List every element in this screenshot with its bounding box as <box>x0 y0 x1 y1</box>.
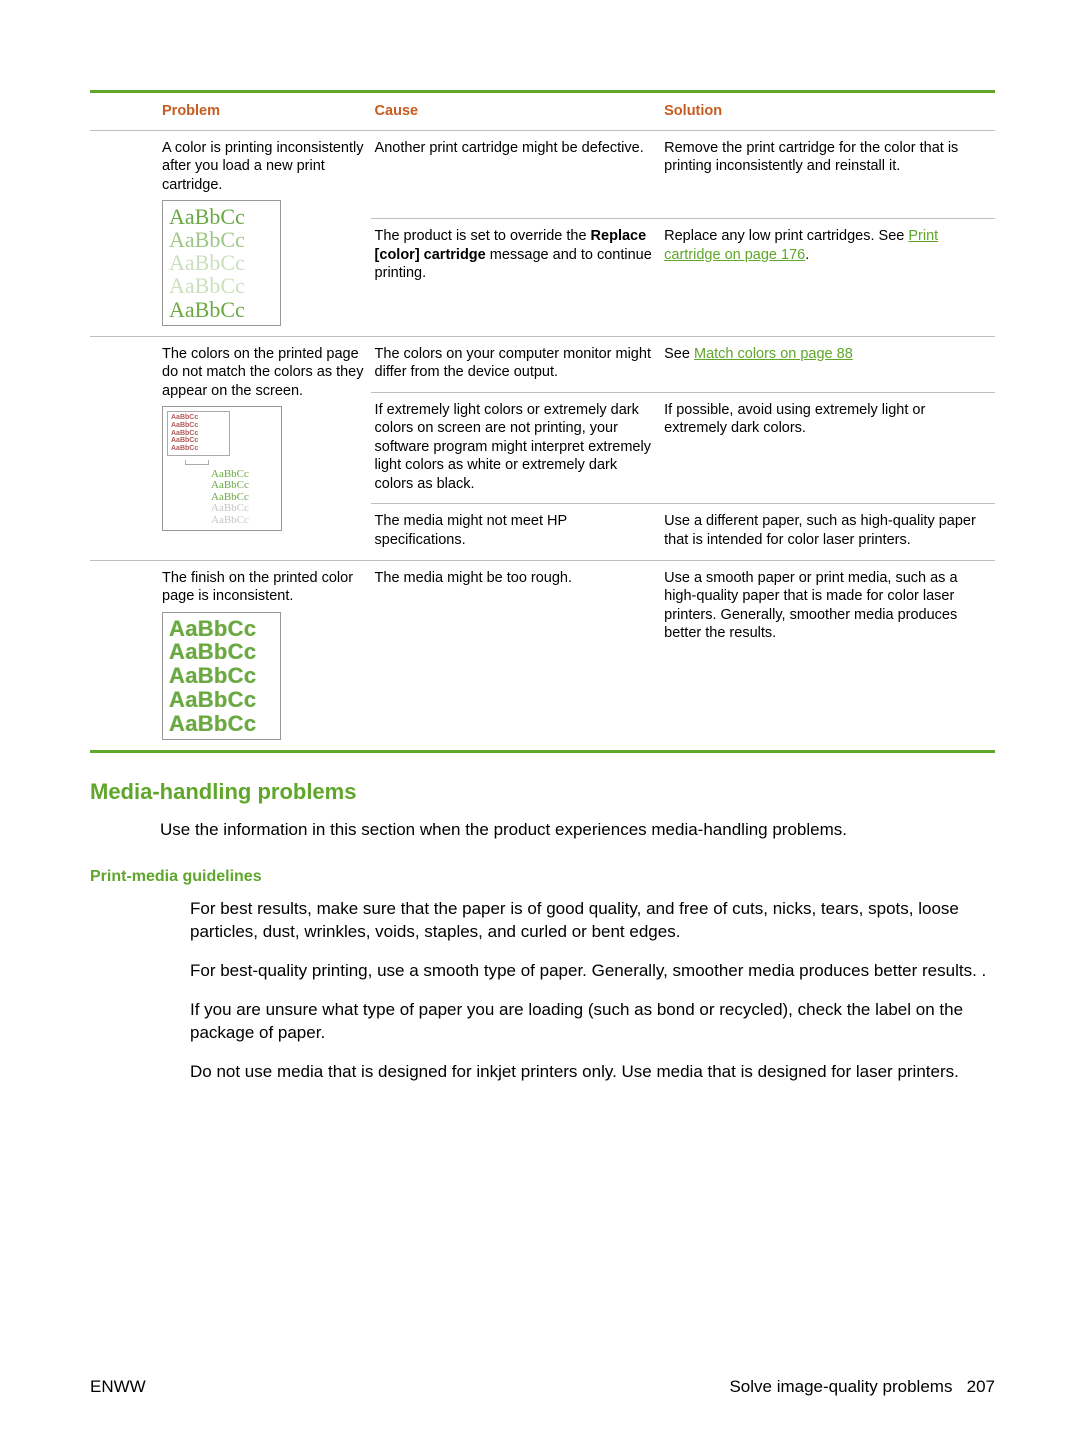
footer-left: ENWW <box>90 1377 146 1397</box>
page-number: 207 <box>967 1377 995 1396</box>
col-header-cause: Cause <box>371 92 661 131</box>
guideline-text: For best-quality printing, use a smooth … <box>190 960 995 983</box>
solution-text: If possible, avoid using extremely light… <box>660 392 995 504</box>
cause-text: The colors on your computer monitor migh… <box>371 336 661 392</box>
sample-fade-icon: AaBbCc AaBbCc AaBbCc AaBbCc AaBbCc <box>162 200 281 325</box>
solution-text: Use a smooth paper or print media, such … <box>660 560 995 752</box>
link-match-colors[interactable]: Match colors on page 88 <box>694 346 853 362</box>
table-row: A color is printing inconsistently after… <box>90 130 995 218</box>
cause-text: The product is set to override the Repla… <box>371 218 661 336</box>
cause-text: If extremely light colors or extremely d… <box>371 392 661 504</box>
guideline-text: If you are unsure what type of paper you… <box>190 999 995 1045</box>
problem-text: The finish on the printed color page is … <box>162 570 353 605</box>
subsection-heading: Print-media guidelines <box>90 868 995 886</box>
section-intro: Use the information in this section when… <box>160 819 995 842</box>
sample-rough-icon: AaBbCc AaBbCc AaBbCc AaBbCc AaBbCc <box>162 612 281 741</box>
col-header-solution: Solution <box>660 92 995 131</box>
page-footer: ENWW Solve image-quality problems 207 <box>90 1377 995 1397</box>
solution-text: Replace any low print cartridges. See Pr… <box>660 218 995 336</box>
table-header-row: Problem Cause Solution <box>90 92 995 131</box>
solution-text: See Match colors on page 88 <box>660 336 995 392</box>
cause-text: The media might not meet HP specificatio… <box>371 504 661 560</box>
problem-text: A color is printing inconsistently after… <box>162 140 364 193</box>
cause-text: Another print cartridge might be defecti… <box>371 130 661 218</box>
col-header-problem: Problem <box>90 92 371 131</box>
footer-right: Solve image-quality problems 207 <box>729 1377 995 1397</box>
solution-text: Remove the print cartridge for the color… <box>660 130 995 218</box>
problem-text: The colors on the printed page do not ma… <box>162 346 364 399</box>
guideline-text: For best results, make sure that the pap… <box>190 898 995 944</box>
table-row: The colors on the printed page do not ma… <box>90 336 995 392</box>
troubleshooting-table: Problem Cause Solution A color is printi… <box>90 90 995 753</box>
guideline-text: Do not use media that is designed for in… <box>190 1061 995 1084</box>
solution-text: Use a different paper, such as high-qual… <box>660 504 995 560</box>
table-row: The finish on the printed color page is … <box>90 560 995 752</box>
section-heading: Media-handling problems <box>90 779 995 805</box>
cause-text: The media might be too rough. <box>371 560 661 752</box>
sample-mismatch-icon: AaBbCc AaBbCc AaBbCc AaBbCc AaBbCc AaBbC… <box>162 406 282 531</box>
